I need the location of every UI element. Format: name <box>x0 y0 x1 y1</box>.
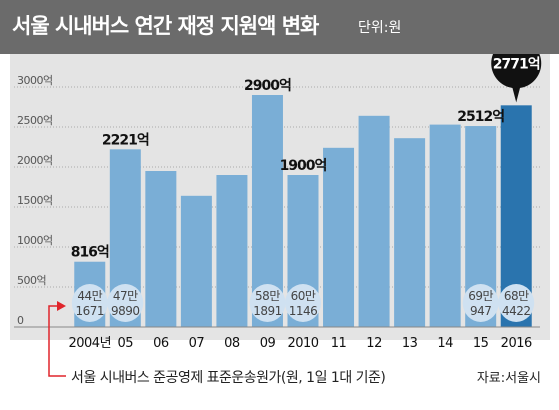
cost-bubble <box>498 284 535 322</box>
data-label: 1900억 <box>280 158 327 174</box>
data-label: 816억 <box>71 245 109 261</box>
leader-line <box>48 305 66 377</box>
cost-bubble <box>462 284 499 322</box>
title-bar: 서울 시내버스 연간 재정 지원액 변화 단위:원 <box>0 0 559 54</box>
cost-label-line1: 60만 <box>291 289 316 303</box>
unit-label: 단위:원 <box>358 20 402 36</box>
cost-label-line1: 58만 <box>255 289 280 303</box>
cost-label-line1: 47만 <box>113 289 138 303</box>
cost-label-line2: 947 <box>470 304 491 318</box>
x-tick-label: 13 <box>402 336 418 351</box>
x-tick-label: 15 <box>473 336 489 351</box>
x-tick-label: 09 <box>260 336 276 351</box>
cost-bubble <box>249 284 286 322</box>
y-tick-label: 500억 <box>17 274 46 287</box>
bar <box>358 115 390 327</box>
cost-label-line2: 1146 <box>289 304 318 318</box>
x-tick-label: 11 <box>331 336 347 351</box>
footnote: 서울 시내버스 준공영제 표준운송원가(원, 1일 1대 기준) <box>71 370 386 386</box>
x-tick-label: 2004년 <box>68 336 111 351</box>
highlight-label: 2771억 <box>493 56 540 72</box>
x-tick-label: 14 <box>437 336 453 351</box>
y-tick-label: 0 <box>17 314 24 327</box>
cost-bubble <box>71 284 108 322</box>
cost-label-line1: 44만 <box>77 289 102 303</box>
x-tick-label: 08 <box>224 336 240 351</box>
x-tick-label: 2010 <box>287 336 318 351</box>
bar <box>429 124 461 327</box>
bar <box>323 147 355 327</box>
y-tick-label: 2500억 <box>17 114 53 127</box>
callout-circle <box>491 54 542 89</box>
y-tick-label: 1000억 <box>17 234 53 247</box>
y-tick-label: 3000억 <box>17 74 53 87</box>
x-tick-label: 12 <box>366 336 382 351</box>
bar <box>145 171 177 327</box>
data-label: 2900억 <box>244 78 291 94</box>
cost-label-line2: 4422 <box>502 304 531 318</box>
bar <box>180 195 212 327</box>
source-label: 자료:서울시 <box>476 371 541 386</box>
cost-label-line2: 1671 <box>75 304 104 318</box>
y-tick-label: 1500억 <box>17 194 53 207</box>
bar-chart: 0 500억 1000억 1500억 2000억 2500억 3000억 2004년 05 06 0… <box>10 54 550 377</box>
x-tick-label: 07 <box>189 336 205 351</box>
cost-bubble <box>107 284 144 322</box>
cost-label-line1: 68만 <box>504 289 529 303</box>
arrow-icon <box>57 301 66 311</box>
cost-bubble <box>285 284 321 322</box>
bar <box>394 138 426 327</box>
y-tick-label: 2000억 <box>17 154 53 167</box>
chart-title: 서울 시내버스 연간 재정 지원액 변화 <box>12 14 319 38</box>
cost-label-line2: 9890 <box>111 304 140 318</box>
x-tick-label: 2016 <box>501 336 532 351</box>
chart-area: 0 500억 1000억 1500억 2000억 2500억 3000억 2004년 05 06 0… <box>0 54 559 410</box>
bar <box>216 175 248 327</box>
cost-label-line2: 1891 <box>253 304 282 318</box>
data-label: 2512억 <box>457 109 504 125</box>
x-tick-label: 06 <box>153 336 169 351</box>
x-tick-label: 05 <box>118 336 134 351</box>
cost-label-line1: 69만 <box>468 289 493 303</box>
data-label: 2221억 <box>102 132 149 148</box>
